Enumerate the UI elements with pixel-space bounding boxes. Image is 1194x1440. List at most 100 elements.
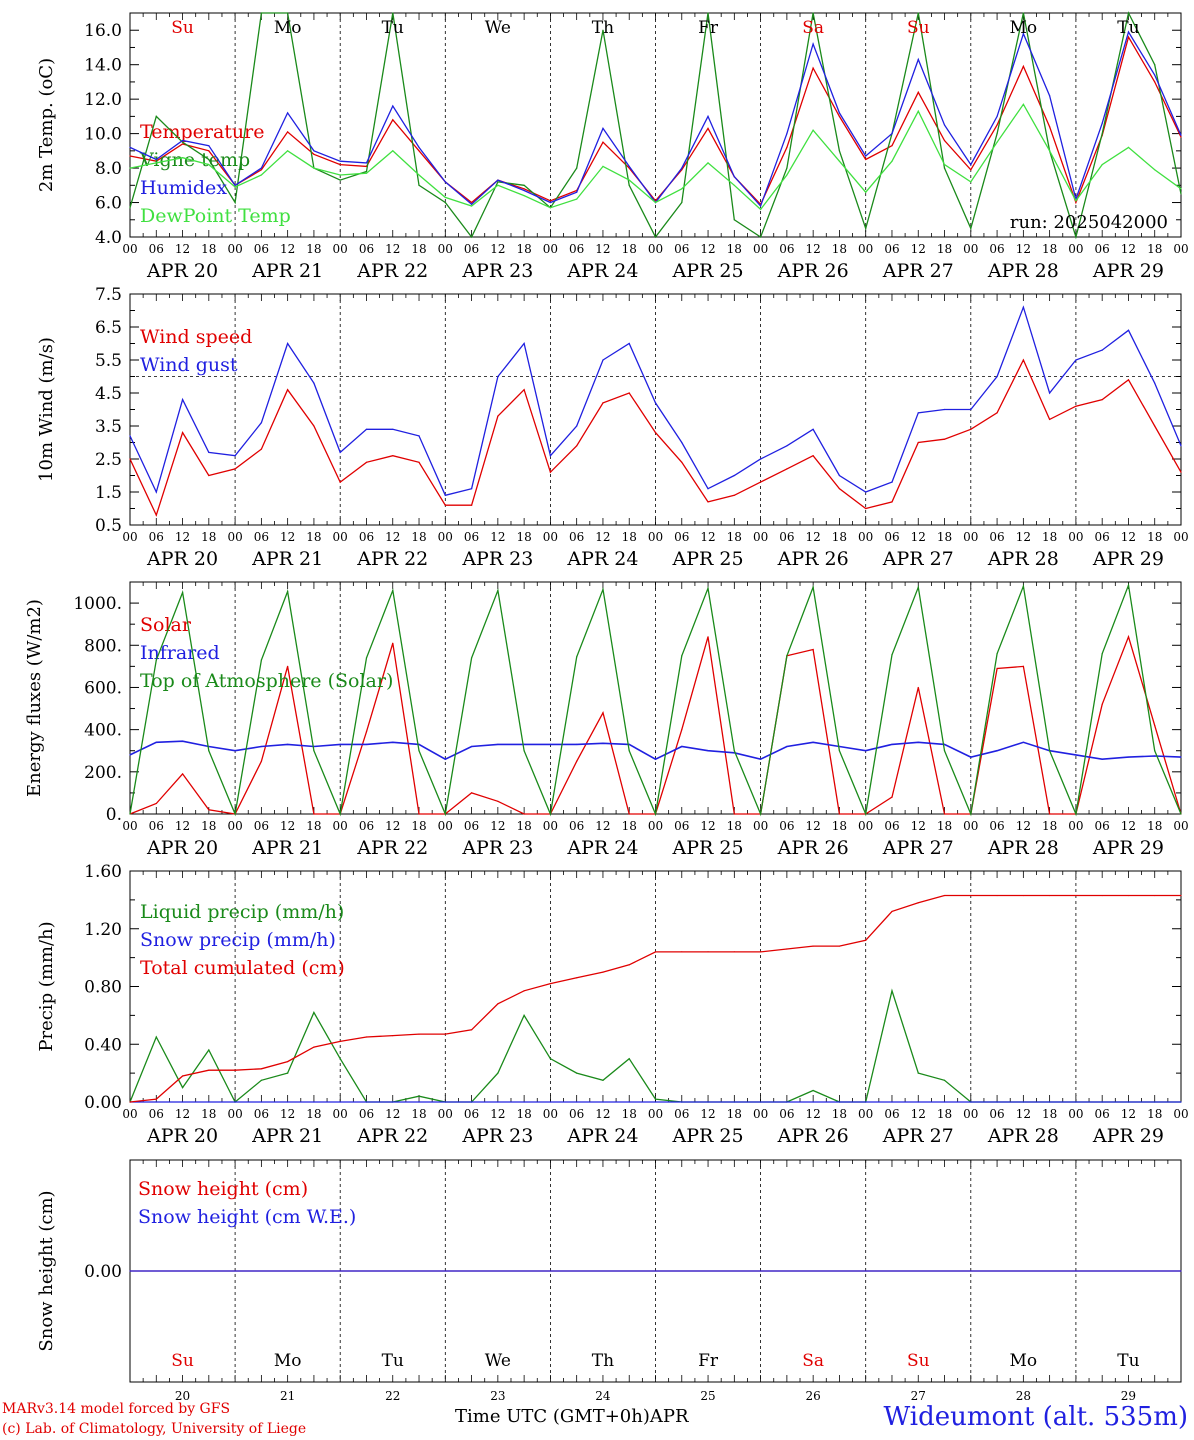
weekday-bottom: Su bbox=[907, 1351, 930, 1371]
hour-tick-label: 12 bbox=[1121, 1107, 1136, 1121]
data-point bbox=[181, 157, 184, 159]
weekday-bottom: Sa bbox=[802, 1351, 824, 1371]
data-point bbox=[155, 514, 157, 516]
data-point bbox=[365, 1101, 368, 1103]
hour-tick-label: 12 bbox=[700, 242, 715, 256]
data-point bbox=[1049, 813, 1051, 815]
data-point bbox=[891, 501, 893, 503]
data-point bbox=[917, 1101, 919, 1103]
day-label: APR 20 bbox=[146, 837, 218, 859]
data-point bbox=[444, 181, 446, 183]
data-point bbox=[838, 115, 841, 117]
data-point bbox=[1127, 146, 1130, 148]
hour-tick-label: 18 bbox=[727, 1107, 742, 1121]
data-point bbox=[760, 236, 762, 238]
weekday-top: Mo bbox=[1010, 18, 1038, 38]
data-point bbox=[996, 124, 998, 126]
data-point bbox=[970, 894, 972, 897]
data-point bbox=[970, 227, 972, 229]
hour-tick-label: 06 bbox=[989, 242, 1004, 256]
y-axis-label: Energy fluxes (W/m2) bbox=[24, 599, 45, 797]
day-label: APR 25 bbox=[672, 1125, 744, 1147]
y-tick-label: 0. bbox=[106, 805, 122, 825]
data-point bbox=[812, 428, 814, 430]
hour-tick-label: 12 bbox=[175, 242, 190, 256]
hour-tick-label: 18 bbox=[832, 530, 847, 544]
weekday-top: Th bbox=[592, 18, 614, 38]
hour-tick-label: 06 bbox=[1095, 819, 1110, 833]
data-point bbox=[1180, 1270, 1182, 1272]
data-point bbox=[707, 951, 709, 953]
data-point bbox=[497, 1003, 499, 1005]
data-point bbox=[313, 1011, 315, 1014]
data-point bbox=[444, 1033, 446, 1035]
data-point bbox=[418, 150, 420, 152]
y-tick-label: 10.0 bbox=[84, 125, 122, 145]
hour-tick-label: 00 bbox=[438, 1107, 453, 1121]
data-point bbox=[1180, 813, 1182, 815]
hour-tick-label: 18 bbox=[201, 819, 216, 833]
weekday-top: Fr bbox=[698, 18, 719, 38]
data-point bbox=[1049, 95, 1051, 97]
data-point bbox=[917, 412, 919, 414]
y-axis-label: Precip (mm/h) bbox=[36, 921, 57, 1051]
data-point bbox=[970, 756, 972, 758]
data-point bbox=[1049, 750, 1051, 752]
data-point bbox=[1101, 894, 1103, 897]
data-point bbox=[1022, 894, 1024, 897]
data-point bbox=[1075, 200, 1077, 202]
data-point bbox=[943, 1079, 946, 1081]
data-point bbox=[339, 179, 341, 181]
data-point bbox=[917, 110, 919, 112]
hour-tick-label: 18 bbox=[727, 819, 742, 833]
y-tick-label: 14.0 bbox=[84, 56, 122, 76]
time-axis-label: Time UTC (GMT+0h)APR bbox=[455, 1406, 689, 1427]
hour-tick-label: 12 bbox=[911, 530, 926, 544]
day-label: APR 29 bbox=[1092, 260, 1164, 282]
data-point bbox=[470, 657, 473, 659]
data-point bbox=[1127, 1101, 1130, 1103]
hour-tick-label: 00 bbox=[333, 530, 348, 544]
hour-tick-label: 06 bbox=[254, 530, 269, 544]
data-point bbox=[129, 146, 131, 148]
day-label: APR 26 bbox=[777, 837, 849, 859]
data-point bbox=[313, 153, 315, 155]
data-point bbox=[181, 773, 184, 775]
data-point bbox=[260, 174, 262, 176]
data-point bbox=[260, 659, 262, 661]
data-point bbox=[681, 729, 683, 731]
data-point bbox=[1180, 188, 1182, 190]
data-point bbox=[444, 813, 446, 815]
day-label: APR 22 bbox=[356, 548, 428, 570]
day-label: APR 24 bbox=[566, 837, 638, 859]
hour-tick-label: 06 bbox=[779, 242, 794, 256]
y-tick-label: 5.5 bbox=[95, 351, 122, 371]
hour-tick-label: 12 bbox=[175, 1107, 190, 1121]
data-point bbox=[917, 12, 919, 14]
data-point bbox=[339, 481, 341, 483]
data-point bbox=[339, 1058, 341, 1060]
data-point bbox=[523, 813, 525, 815]
data-point bbox=[654, 402, 657, 404]
data-point bbox=[287, 112, 289, 114]
hour-tick-label: 12 bbox=[385, 242, 400, 256]
data-point bbox=[470, 201, 473, 204]
data-point bbox=[1101, 133, 1103, 135]
hour-tick-label: 06 bbox=[989, 819, 1004, 833]
day-number: 22 bbox=[385, 1389, 400, 1403]
data-point bbox=[812, 1101, 814, 1103]
hour-tick-label: 00 bbox=[543, 242, 558, 256]
hour-tick-label: 00 bbox=[1173, 1107, 1188, 1121]
run-annotation: run: 2025042000 bbox=[1010, 212, 1168, 233]
data-point bbox=[970, 408, 972, 411]
data-point bbox=[576, 198, 578, 200]
data-point bbox=[628, 184, 630, 186]
legend-entry: Infrared bbox=[140, 642, 220, 664]
day-label: APR 22 bbox=[356, 260, 428, 282]
hour-tick-label: 06 bbox=[884, 1107, 899, 1121]
data-point bbox=[786, 655, 788, 657]
data-point bbox=[996, 894, 998, 897]
hour-tick-label: 18 bbox=[516, 819, 531, 833]
data-point bbox=[681, 167, 683, 169]
data-point bbox=[497, 184, 499, 186]
